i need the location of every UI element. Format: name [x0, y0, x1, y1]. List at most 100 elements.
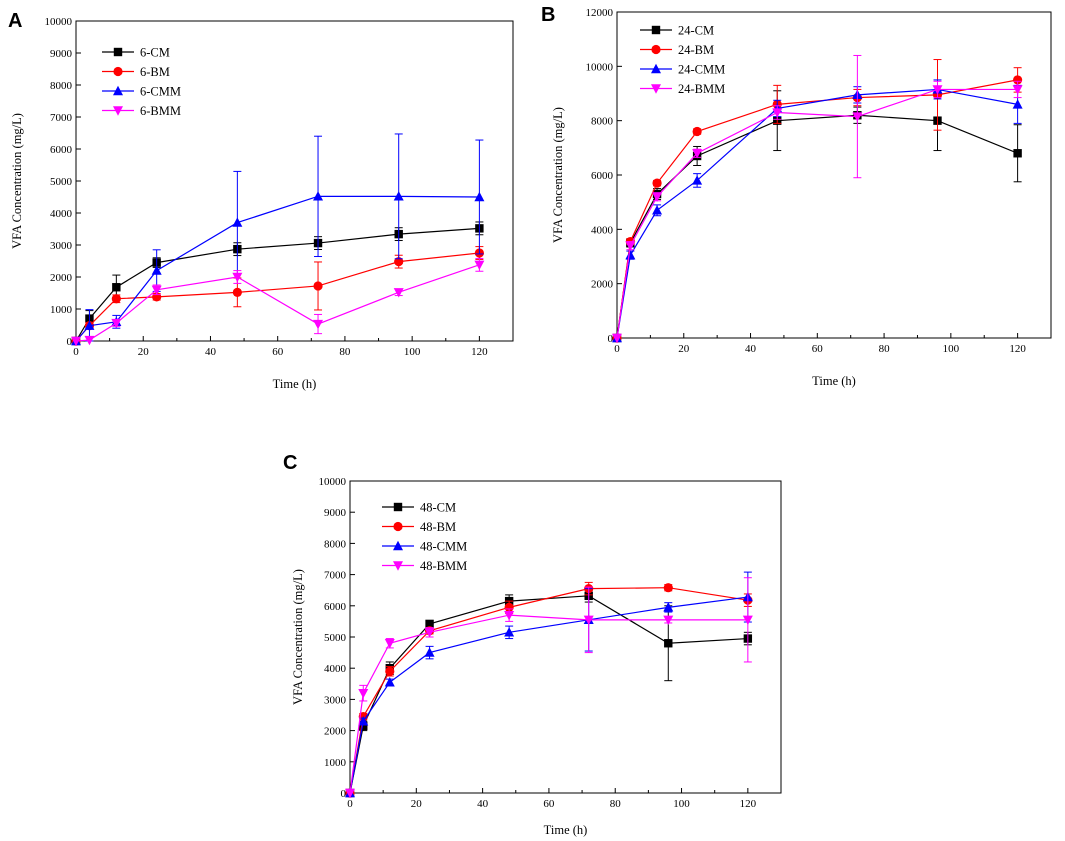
panel-c-series-48-CMM	[345, 571, 753, 798]
data-point	[111, 318, 122, 329]
data-point	[504, 602, 514, 612]
data-point	[393, 288, 404, 298]
panel-c-legend-item: 48-CMM	[382, 540, 467, 554]
data-point	[112, 283, 121, 292]
panel-a-y-tick-label: 6000	[50, 144, 73, 156]
panel-c-y-tick-label: 0	[341, 788, 347, 800]
panel-c-y-tick-label: 10000	[319, 476, 347, 488]
data-point	[663, 615, 674, 626]
data-point	[313, 319, 324, 330]
data-point	[424, 628, 435, 638]
panel-c-y-tick-label: 3000	[324, 694, 347, 706]
data-point	[625, 241, 636, 251]
data-point	[742, 615, 753, 626]
legend-label: 48-BM	[420, 520, 456, 534]
panel-b-x-tick-label: 0	[614, 343, 620, 355]
panel-a: A 0 20 40 60 80 100 120 0 1000 2000 3000 4000 5000 600…	[8, 10, 514, 391]
panel-c-y-tick-label: 8000	[324, 538, 347, 550]
data-point	[474, 191, 485, 202]
series-line	[616, 114, 1018, 339]
legend-marker	[651, 63, 661, 74]
data-point	[663, 602, 674, 612]
data-point	[692, 126, 702, 137]
panel-a-x-tick-label: 60	[272, 346, 284, 358]
legend-label: 48-BMM	[420, 559, 467, 573]
panel-b-y-tick-label: 12000	[586, 7, 614, 19]
panel-a-series-6-BM	[71, 246, 484, 346]
data-point	[504, 627, 515, 637]
legend-marker	[393, 540, 403, 551]
legend-label: 24-CMM	[678, 63, 725, 77]
data-point	[652, 178, 662, 188]
data-point	[345, 788, 355, 799]
panel-b-series-24-CMM	[612, 79, 1023, 343]
data-point	[424, 647, 435, 657]
legend-marker	[651, 84, 661, 94]
legend-label: 6-CMM	[140, 85, 181, 99]
panel-a-x-tick-label: 80	[339, 346, 351, 358]
data-point	[313, 191, 324, 201]
panel-b-x-tick-label: 20	[678, 343, 690, 355]
panel-a-legend-item: 6-CM	[102, 46, 170, 60]
panel-c-y-tick-label: 4000	[324, 663, 347, 675]
panel-a-y-tick-label: 10000	[45, 16, 73, 28]
data-point	[852, 112, 863, 122]
panel-b-legend-item: 24-CMM	[640, 63, 725, 77]
panel-b-y-axis-title: VFA Concentration (mg/L)	[551, 107, 565, 243]
legend-marker	[113, 66, 123, 77]
data-point	[583, 615, 594, 626]
panel-a-y-tick-label: 8000	[50, 80, 73, 92]
legend-marker	[393, 561, 403, 571]
panel-b-legend-item: 24-BMM	[640, 82, 725, 96]
panel-b-legend-item: 24-CM	[640, 24, 714, 38]
panel-b: B 0 20 40 60 80 100 120 0 2000 4000 6000 8000 10000 12…	[541, 4, 1052, 388]
panel-c-x-tick-label: 0	[347, 798, 353, 810]
panel-c-y-tick-label: 2000	[324, 726, 347, 738]
panel-a-y-tick-label: 3000	[50, 240, 73, 252]
panel-b-series-24-CM	[612, 90, 1022, 343]
panel-c-legend-item: 48-CM	[382, 501, 456, 515]
series-line	[75, 227, 480, 342]
panel-a-y-tick-label: 2000	[50, 272, 73, 284]
data-point	[358, 688, 369, 699]
data-point	[692, 149, 703, 159]
panel-a-x-axis-title: Time (h)	[273, 377, 317, 391]
panel-a-y-tick-label: 0	[67, 336, 73, 348]
data-point	[84, 335, 95, 346]
panel-a-x-tick-label: 120	[471, 346, 488, 358]
data-point	[232, 287, 242, 297]
panel-b-y-tick-label: 10000	[586, 61, 614, 73]
series-line	[349, 587, 748, 794]
series-line	[75, 252, 480, 342]
panel-b-y-tick-label: 4000	[591, 224, 614, 236]
panel-c-x-tick-label: 40	[477, 798, 489, 810]
panel-a-legend-item: 6-CMM	[102, 85, 181, 99]
data-point	[612, 333, 622, 344]
panel-a-x-tick-label: 100	[404, 346, 421, 358]
panel-a-y-tick-label: 1000	[50, 304, 73, 316]
series-line	[616, 88, 1018, 339]
panel-c-series-48-BMM	[345, 577, 753, 799]
data-point	[358, 716, 369, 726]
legend-marker	[651, 44, 661, 55]
legend-marker	[393, 521, 403, 532]
legend-label: 48-CM	[420, 501, 456, 515]
panel-a-y-axis-title: VFA Concentration (mg/L)	[10, 113, 24, 249]
series-line	[616, 88, 1018, 339]
series-line	[75, 195, 480, 342]
data-point	[652, 192, 663, 202]
panel-b-x-tick-label: 100	[943, 343, 960, 355]
panel-a-label: A	[8, 10, 22, 32]
data-point	[313, 281, 323, 291]
panel-b-x-tick-label: 60	[812, 343, 824, 355]
data-point	[1012, 85, 1023, 95]
data-point	[692, 175, 703, 185]
panel-b-y-tick-label: 6000	[591, 170, 614, 182]
panel-c-x-tick-label: 80	[610, 798, 622, 810]
series-line	[349, 595, 748, 794]
data-point	[932, 85, 943, 95]
panel-c-y-tick-label: 1000	[324, 757, 347, 769]
panel-a-x-tick-label: 40	[205, 346, 217, 358]
panel-b-label: B	[541, 4, 555, 26]
data-point	[1013, 75, 1023, 85]
